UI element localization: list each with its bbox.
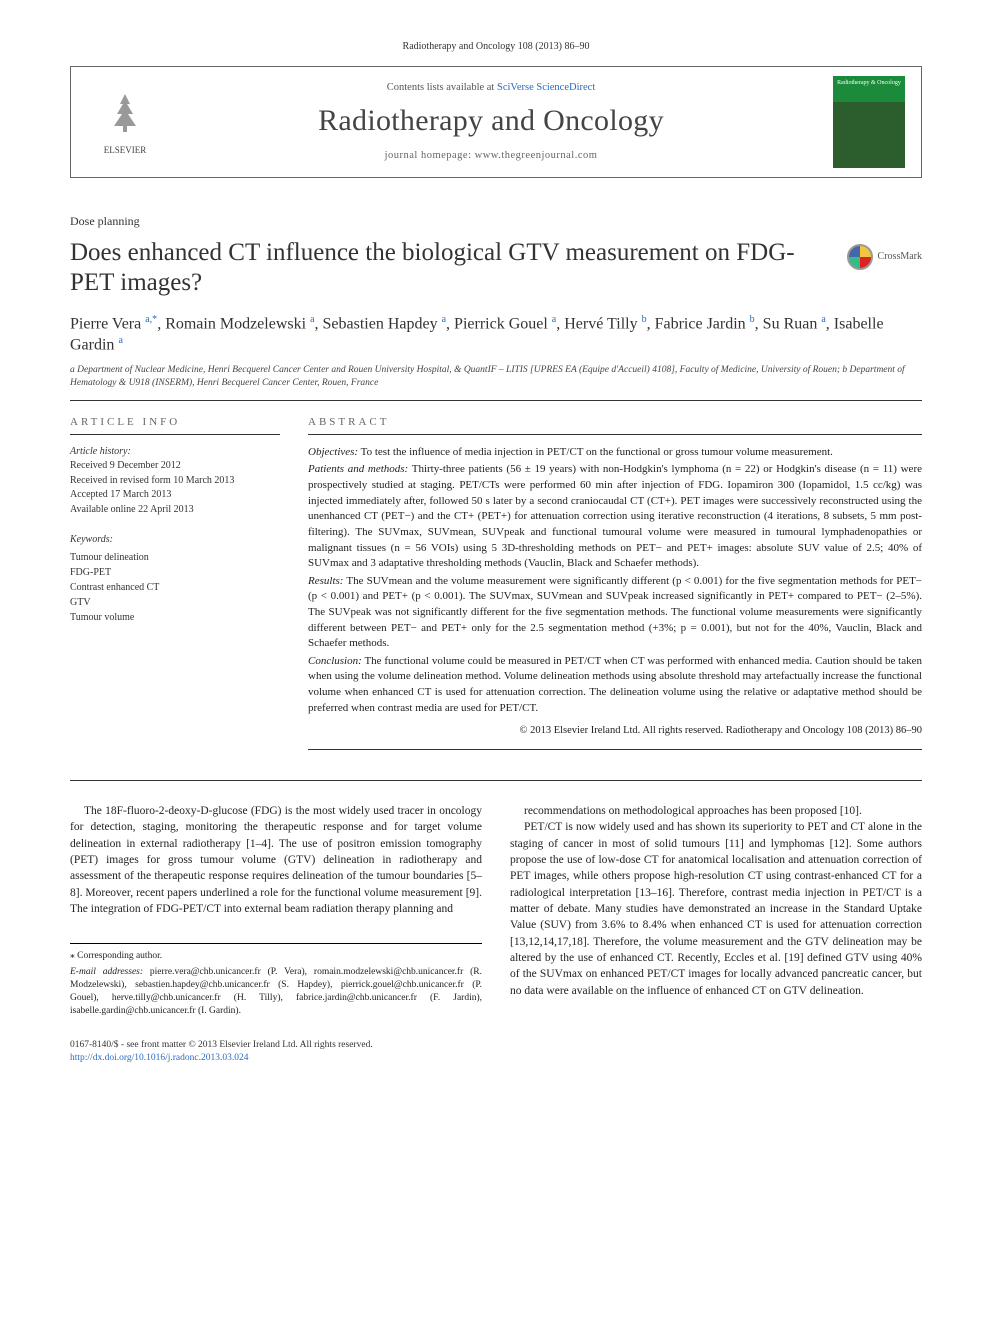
article-title: Does enhanced CT influence the biologica… bbox=[70, 238, 827, 299]
rule bbox=[308, 434, 922, 435]
abstract-heading: abstract bbox=[308, 415, 922, 430]
article-type: Dose planning bbox=[70, 213, 922, 229]
article-info-heading: article info bbox=[70, 415, 280, 430]
tree-icon bbox=[100, 88, 150, 144]
rule bbox=[308, 749, 922, 750]
rule bbox=[70, 780, 922, 781]
history-label: Article history: bbox=[70, 445, 280, 460]
journal-banner: ELSEVIER Contents lists available at Sci… bbox=[70, 66, 922, 179]
footer: 0167-8140/$ - see front matter © 2013 El… bbox=[70, 1039, 922, 1065]
keyword: Tumour delineation bbox=[70, 550, 280, 565]
keyword: FDG-PET bbox=[70, 565, 280, 580]
doi-link[interactable]: http://dx.doi.org/10.1016/j.radonc.2013.… bbox=[70, 1053, 248, 1063]
footnotes: ⁎ Corresponding author. E-mail addresses… bbox=[70, 943, 482, 1017]
keyword: Tumour volume bbox=[70, 610, 280, 625]
running-header: Radiotherapy and Oncology 108 (2013) 86–… bbox=[70, 40, 922, 54]
keyword: GTV bbox=[70, 595, 280, 610]
body-text: The 18F-fluoro-2-deoxy-D-glucose (FDG) i… bbox=[70, 803, 922, 1017]
affiliations: a Department of Nuclear Medicine, Henri … bbox=[70, 364, 922, 390]
corresponding-author: ⁎ Corresponding author. bbox=[70, 950, 482, 963]
issn-line: 0167-8140/$ - see front matter © 2013 El… bbox=[70, 1039, 922, 1052]
sciencedirect-link[interactable]: SciVerse ScienceDirect bbox=[497, 82, 595, 93]
history-item: Received in revised form 10 March 2013 bbox=[70, 474, 280, 489]
abstract-copyright: © 2013 Elsevier Ireland Ltd. All rights … bbox=[308, 724, 922, 739]
email-addresses: E-mail addresses: pierre.vera@chb.unican… bbox=[70, 966, 482, 1017]
crossmark-widget[interactable]: CrossMark bbox=[847, 238, 922, 270]
contents-list-line: Contents lists available at SciVerse Sci… bbox=[181, 81, 801, 95]
history-item: Received 9 December 2012 bbox=[70, 459, 280, 474]
crossmark-label: CrossMark bbox=[878, 250, 922, 264]
keywords-label: Keywords: bbox=[70, 533, 280, 548]
article-history: Article history: Received 9 December 201… bbox=[70, 445, 280, 518]
keywords-block: Keywords: Tumour delineation FDG-PET Con… bbox=[70, 533, 280, 625]
journal-homepage-line: journal homepage: www.thegreenjournal.co… bbox=[181, 149, 801, 163]
history-item: Available online 22 April 2013 bbox=[70, 503, 280, 518]
rule bbox=[70, 400, 922, 401]
elsevier-logo: ELSEVIER bbox=[89, 86, 161, 158]
elsevier-label: ELSEVIER bbox=[104, 144, 147, 156]
abstract-text: Objectives: To test the influence of med… bbox=[308, 445, 922, 739]
body-paragraph: PET/CT is now widely used and has shown … bbox=[510, 819, 922, 999]
homepage-url[interactable]: www.thegreenjournal.com bbox=[475, 150, 598, 161]
history-item: Accepted 17 March 2013 bbox=[70, 488, 280, 503]
rule bbox=[70, 434, 280, 435]
journal-name: Radiotherapy and Oncology bbox=[181, 101, 801, 142]
body-paragraph: The 18F-fluoro-2-deoxy-D-glucose (FDG) i… bbox=[70, 803, 482, 917]
crossmark-icon bbox=[847, 244, 873, 270]
journal-cover-thumb: Radiotherapy & Oncology bbox=[833, 76, 905, 168]
keyword: Contrast enhanced CT bbox=[70, 580, 280, 595]
body-paragraph: recommendations on methodological approa… bbox=[510, 803, 922, 819]
author-list: Pierre Vera a,*, Romain Modzelewski a, S… bbox=[70, 313, 922, 357]
